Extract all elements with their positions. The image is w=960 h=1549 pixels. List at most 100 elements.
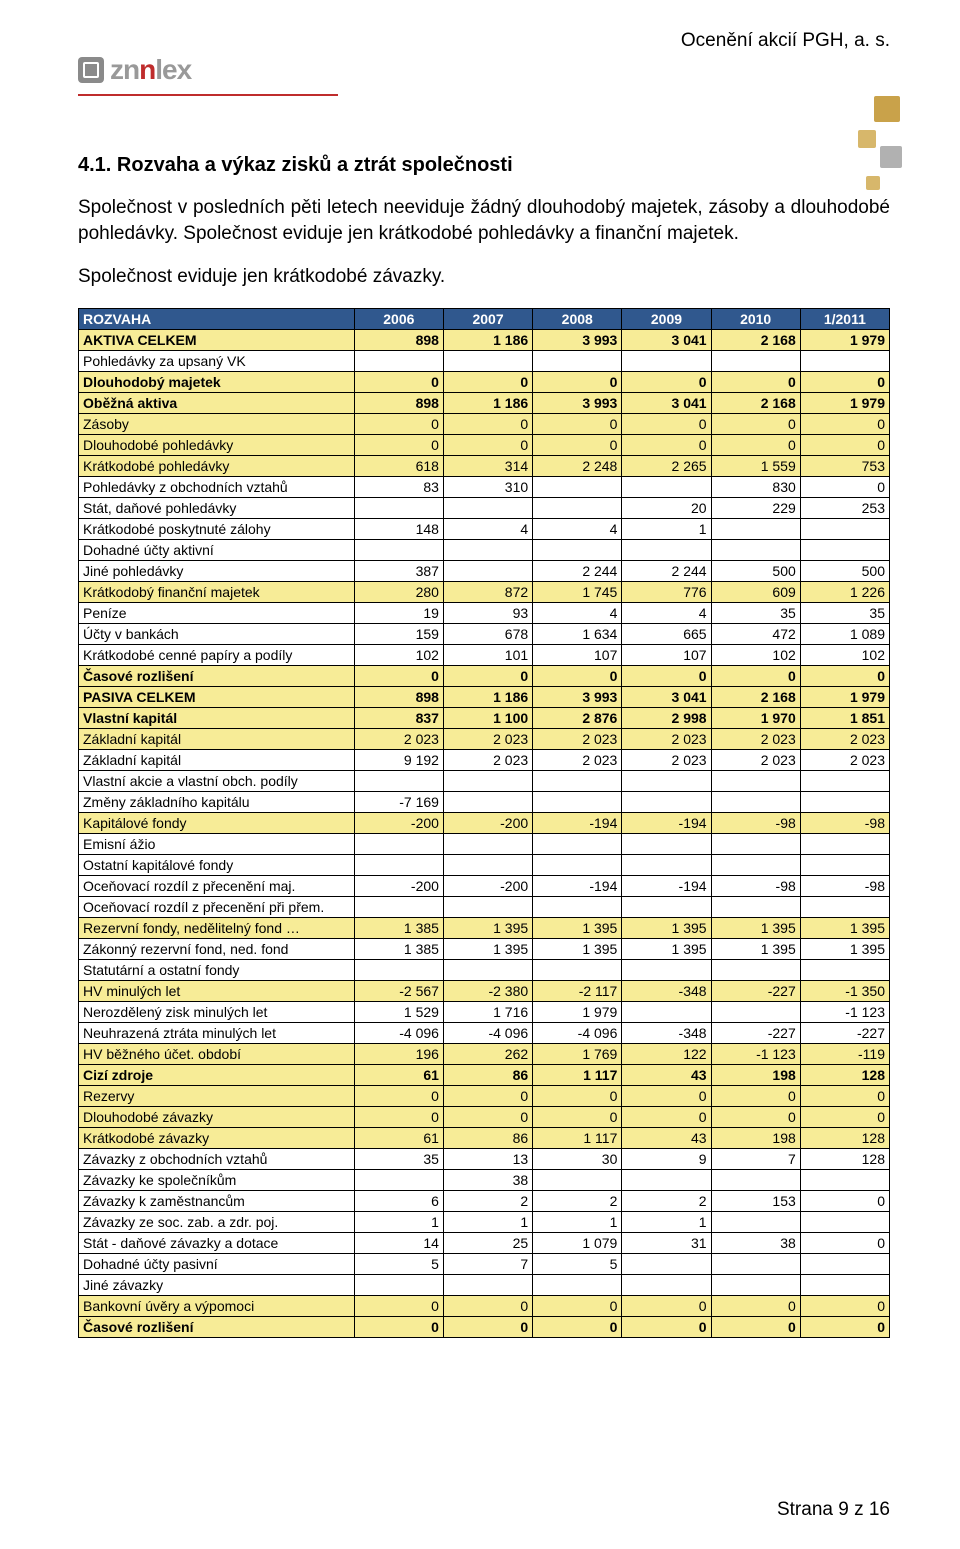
cell-value	[800, 896, 889, 917]
cell-value: 0	[711, 371, 800, 392]
table-row: Krátkodobé pohledávky6183142 2482 2651 5…	[79, 455, 890, 476]
cell-value	[800, 770, 889, 791]
cell-value: 1 979	[800, 392, 889, 413]
cell-value: 776	[622, 581, 711, 602]
cell-value: 86	[443, 1064, 532, 1085]
cell-value	[443, 959, 532, 980]
table-row: Cizí zdroje61861 11743198128	[79, 1064, 890, 1085]
logo-badge-icon	[78, 57, 104, 83]
cell-value: 7	[443, 1253, 532, 1274]
row-label: Kapitálové fondy	[79, 812, 355, 833]
cell-value: 43	[622, 1064, 711, 1085]
cell-value: 2 023	[800, 749, 889, 770]
page-header-right: Ocenění akcií PGH, a. s.	[681, 30, 890, 52]
section-title-text: Rozvaha a výkaz zisků a ztrát společnost…	[117, 154, 513, 176]
table-row: Krátkodobé poskytnuté zálohy148441	[79, 518, 890, 539]
row-label: Pohledávky z obchodních vztahů	[79, 476, 355, 497]
cell-value: 38	[711, 1232, 800, 1253]
cell-value: -200	[354, 875, 443, 896]
cell-value: 0	[443, 1085, 532, 1106]
cell-value: 2 023	[622, 728, 711, 749]
cell-value: 1 395	[711, 917, 800, 938]
cell-value: 2 023	[533, 749, 622, 770]
table-row: AKTIVA CELKEM8981 1863 9933 0412 1681 97…	[79, 329, 890, 350]
paragraph-2: Společnost eviduje jen krátkodobé závazk…	[78, 264, 890, 290]
table-row: Rezervní fondy, nedělitelný fond …1 3851…	[79, 917, 890, 938]
cell-value: 0	[443, 1106, 532, 1127]
cell-value: 128	[800, 1064, 889, 1085]
cell-value: 1	[533, 1211, 622, 1232]
row-label: Vlastní kapitál	[79, 707, 355, 728]
row-label: Dlouhodobý majetek	[79, 371, 355, 392]
table-row: Bankovní úvěry a výpomoci000000	[79, 1295, 890, 1316]
cell-value	[800, 1274, 889, 1295]
cell-value: 61	[354, 1127, 443, 1148]
row-label: HV minulých let	[79, 980, 355, 1001]
cell-value	[354, 497, 443, 518]
cell-value	[533, 833, 622, 854]
cell-value: 898	[354, 686, 443, 707]
cell-value	[622, 1253, 711, 1274]
cell-value: 2	[443, 1190, 532, 1211]
cell-value: 618	[354, 455, 443, 476]
cell-value: 1 979	[533, 1001, 622, 1022]
cell-value: -98	[800, 812, 889, 833]
cell-value: 2 168	[711, 392, 800, 413]
cell-value	[622, 1001, 711, 1022]
table-row: Krátkodobý finanční majetek2808721 74577…	[79, 581, 890, 602]
cell-value: 0	[800, 1190, 889, 1211]
cell-value: 1 117	[533, 1064, 622, 1085]
cell-value: -7 169	[354, 791, 443, 812]
table-row: Zásoby000000	[79, 413, 890, 434]
cell-value: -1 350	[800, 980, 889, 1001]
cell-value: 0	[800, 371, 889, 392]
row-label: Emisní ážio	[79, 833, 355, 854]
table-row: Jiné závazky	[79, 1274, 890, 1295]
cell-value: 1 395	[622, 938, 711, 959]
cell-value	[443, 539, 532, 560]
column-header: 2009	[622, 308, 711, 329]
table-row: Rezervy000000	[79, 1085, 890, 1106]
cell-value: 0	[800, 1085, 889, 1106]
cell-value: 253	[800, 497, 889, 518]
section-heading: 4.1. Rozvaha a výkaz zisků a ztrát spole…	[78, 154, 890, 177]
cell-value: 0	[800, 1232, 889, 1253]
cell-value	[354, 1274, 443, 1295]
table-row: Zákonný rezervní fond, ned. fond1 3851 3…	[79, 938, 890, 959]
cell-value: 43	[622, 1127, 711, 1148]
cell-value: 1 395	[443, 917, 532, 938]
row-label: Jiné závazky	[79, 1274, 355, 1295]
row-label: Dlouhodobé pohledávky	[79, 434, 355, 455]
cell-value	[711, 1169, 800, 1190]
row-label: Krátkodobý finanční majetek	[79, 581, 355, 602]
cell-value	[800, 350, 889, 371]
column-header: 2007	[443, 308, 532, 329]
cell-value: 14	[354, 1232, 443, 1253]
table-row: HV minulých let-2 567-2 380-2 117-348-22…	[79, 980, 890, 1001]
cell-value	[622, 896, 711, 917]
balance-sheet-table: ROZVAHA200620072008200920101/2011 AKTIVA…	[78, 308, 890, 1338]
cell-value: 1 226	[800, 581, 889, 602]
table-row: Neuhrazená ztráta minulých let-4 096-4 0…	[79, 1022, 890, 1043]
row-label: Závazky ke společníkům	[79, 1169, 355, 1190]
cell-value: 0	[711, 1316, 800, 1337]
cell-value: 0	[711, 1085, 800, 1106]
cell-value: 0	[354, 1106, 443, 1127]
row-label: Oceňovací rozdíl z přecenění maj.	[79, 875, 355, 896]
cell-value: 3 993	[533, 329, 622, 350]
cell-value: 122	[622, 1043, 711, 1064]
cell-value	[443, 770, 532, 791]
cell-value	[533, 497, 622, 518]
cell-value: -1 123	[711, 1043, 800, 1064]
cell-value	[354, 1169, 443, 1190]
cell-value	[443, 833, 532, 854]
cell-value: 1 385	[354, 938, 443, 959]
row-label: Základní kapitál	[79, 749, 355, 770]
cell-value: 0	[533, 1295, 622, 1316]
cell-value: 2 168	[711, 329, 800, 350]
row-label: Jiné pohledávky	[79, 560, 355, 581]
cell-value: 0	[622, 413, 711, 434]
cell-value: 830	[711, 476, 800, 497]
logo-text-accent: n	[139, 54, 155, 85]
table-row: Závazky k zaměstnancům62221530	[79, 1190, 890, 1211]
